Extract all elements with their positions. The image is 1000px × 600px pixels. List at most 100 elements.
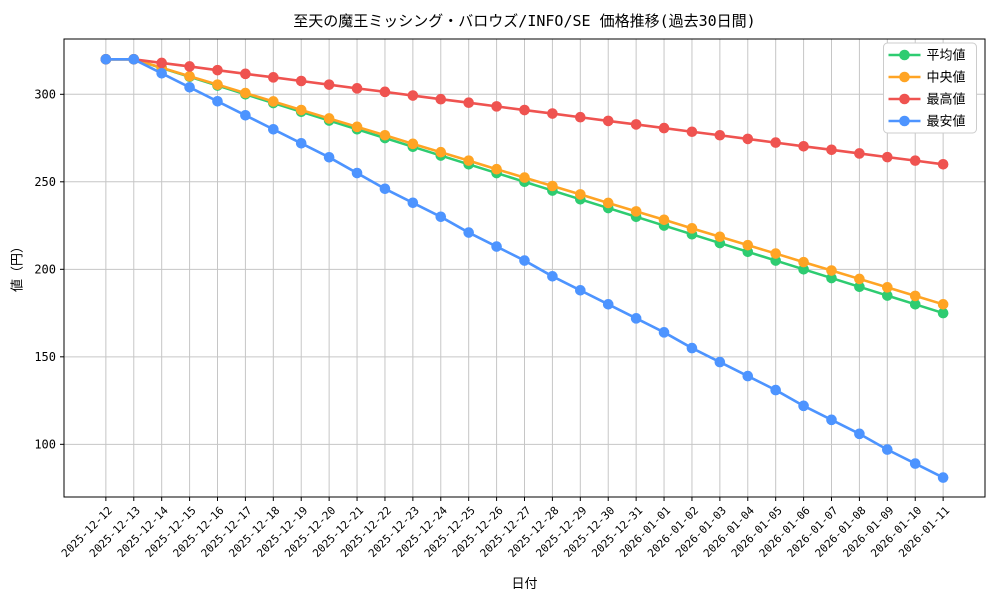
series-point-3 <box>686 342 698 354</box>
series-point-3 <box>714 356 726 368</box>
y-tick-label: 250 <box>34 175 56 189</box>
series-point-2 <box>882 151 893 163</box>
series-point-2 <box>742 133 754 145</box>
chart-title: 至天の魔王ミッシング・バロウズ/INFO/SE 価格推移(過去30日間) <box>293 12 756 30</box>
legend-label-1: 中央値 <box>927 70 966 86</box>
series-point-1 <box>547 180 558 192</box>
series-point-1 <box>686 223 698 234</box>
series-point-2 <box>323 79 335 90</box>
y-tick-label: 150 <box>34 350 56 364</box>
series-point-3 <box>602 299 614 310</box>
series-point-1 <box>519 172 530 183</box>
series-point-2 <box>547 108 558 119</box>
series-point-2 <box>212 64 223 76</box>
series-point-3 <box>128 54 140 65</box>
series-point-1 <box>602 197 614 209</box>
series-point-3 <box>882 444 893 455</box>
series-point-2 <box>630 119 642 130</box>
series-point-1 <box>491 163 502 175</box>
series-point-2 <box>184 61 195 72</box>
series-point-2 <box>240 68 251 80</box>
series-point-1 <box>435 146 447 158</box>
series-point-3 <box>770 384 781 396</box>
legend-label-3: 最安値 <box>927 114 966 130</box>
series-point-2 <box>463 97 474 109</box>
series-point-2 <box>714 129 726 141</box>
series-point-1 <box>268 96 279 107</box>
series-point-2 <box>937 159 949 170</box>
series-point-0 <box>909 299 921 310</box>
series-point-3 <box>407 197 419 209</box>
series-point-1 <box>323 113 335 124</box>
series-point-2 <box>575 111 586 123</box>
legend-marker-2 <box>899 93 910 105</box>
y-tick-label: 200 <box>34 262 56 276</box>
series-point-2 <box>602 115 614 127</box>
series-point-3 <box>742 370 754 382</box>
series-point-3 <box>937 472 949 483</box>
series-point-3 <box>491 241 502 252</box>
series-point-3 <box>100 54 112 65</box>
series-point-3 <box>379 183 391 195</box>
series-point-2 <box>798 140 809 152</box>
series-point-1 <box>407 138 419 150</box>
series-point-3 <box>323 152 335 163</box>
series-point-1 <box>798 256 809 268</box>
series-point-2 <box>658 122 670 134</box>
series-point-2 <box>854 148 865 159</box>
series-point-3 <box>826 414 837 426</box>
series-point-3 <box>519 255 530 266</box>
series-point-2 <box>156 57 167 69</box>
series-point-1 <box>295 104 307 116</box>
series-point-1 <box>463 155 474 166</box>
series-point-2 <box>909 155 921 166</box>
x-axis-label: 日付 <box>511 577 538 592</box>
series-point-3 <box>909 458 921 469</box>
series-point-0 <box>882 290 893 301</box>
series-point-3 <box>854 428 865 440</box>
series-point-3 <box>463 227 474 238</box>
series-point-1 <box>854 273 865 285</box>
legend-label-0: 平均値 <box>927 48 966 64</box>
series-point-1 <box>184 70 195 82</box>
series-point-3 <box>156 68 167 79</box>
series-point-2 <box>826 144 837 156</box>
legend-box <box>883 42 977 134</box>
series-point-1 <box>937 299 949 310</box>
legend-label-2: 最高値 <box>927 92 966 108</box>
series-point-2 <box>295 75 307 87</box>
series-point-2 <box>491 101 502 112</box>
series-point-0 <box>854 281 865 293</box>
series-point-3 <box>268 124 279 135</box>
series-point-3 <box>295 138 307 149</box>
series-point-1 <box>575 189 586 200</box>
series-point-1 <box>240 87 251 99</box>
series-point-3 <box>798 400 809 412</box>
y-tick-label: 100 <box>34 437 56 451</box>
series-point-3 <box>658 327 670 338</box>
series-point-2 <box>351 83 363 94</box>
series-point-2 <box>435 93 447 105</box>
series-point-3 <box>351 167 363 179</box>
series-point-1 <box>714 231 726 243</box>
series-point-1 <box>882 282 893 293</box>
series-point-0 <box>937 307 949 319</box>
series-point-1 <box>826 265 837 276</box>
series-point-3 <box>212 96 223 107</box>
series-point-3 <box>184 82 195 93</box>
series-point-2 <box>686 126 698 138</box>
legend-marker-1 <box>899 71 910 83</box>
series-point-2 <box>379 86 391 98</box>
series-point-2 <box>770 137 781 148</box>
series-point-3 <box>435 211 447 223</box>
series-point-1 <box>630 206 642 217</box>
series-point-3 <box>575 285 586 296</box>
series-point-0 <box>826 272 837 284</box>
y-tick-label: 300 <box>34 87 56 101</box>
series-point-1 <box>742 239 754 251</box>
legend-marker-0 <box>899 49 910 61</box>
series-point-1 <box>909 290 921 302</box>
series-point-1 <box>351 121 363 133</box>
